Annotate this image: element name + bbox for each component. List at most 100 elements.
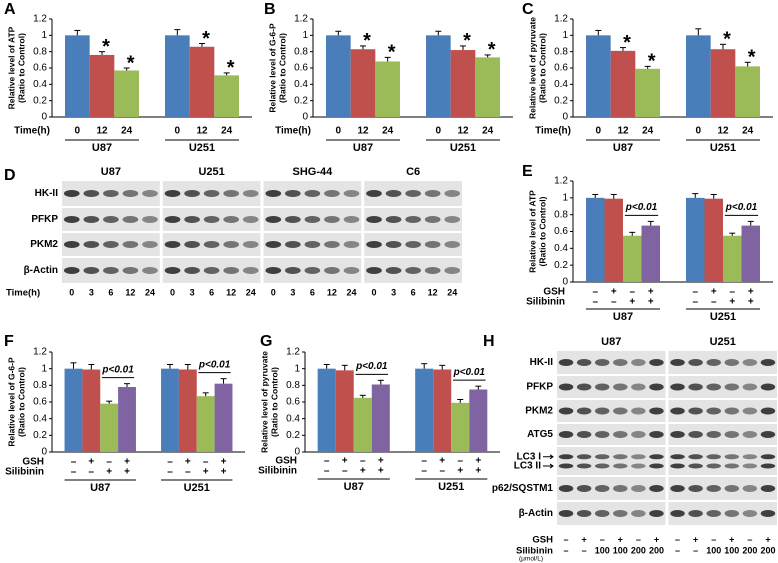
row-value: +: [648, 297, 654, 308]
row-value: +: [648, 287, 654, 298]
blot-band: [760, 454, 776, 460]
blot-band: [670, 463, 685, 469]
blot-strip: [668, 477, 777, 500]
bar: [100, 403, 119, 452]
bar: [433, 369, 452, 452]
cell-line-label: U87: [101, 166, 121, 178]
lane-label: 6: [411, 287, 416, 297]
blot-band: [385, 267, 402, 274]
lane-label: 100: [706, 545, 721, 555]
blot-band: [706, 359, 721, 366]
lane-label: 3: [290, 287, 295, 297]
blot-band: [742, 463, 758, 469]
blot-band: [242, 267, 259, 274]
bar: [65, 35, 90, 118]
lane-label: 0: [271, 287, 276, 297]
bar: [451, 402, 470, 452]
row-label: Time(h): [535, 126, 571, 137]
bar: [196, 396, 215, 452]
row-value: 24: [642, 126, 654, 137]
bar: [686, 35, 711, 118]
row-value: –: [692, 297, 698, 308]
blot-band: [242, 190, 259, 197]
y-tick-label: 0.6: [33, 397, 47, 408]
lane-label: –: [564, 545, 569, 555]
row-value: +: [124, 457, 130, 468]
row-label: Silibinin: [258, 466, 297, 477]
panel-label: C: [522, 1, 534, 18]
blot-band: [366, 190, 382, 197]
row-value: 24: [742, 126, 754, 137]
y-tick-label: 1: [41, 30, 47, 41]
y-tick-label: 0: [302, 112, 308, 123]
row-value: +: [475, 456, 481, 467]
y-tick-label: 0.2: [554, 260, 568, 271]
blot-band: [688, 431, 703, 438]
lane-row-label: Time(h): [6, 288, 40, 299]
row-value: +: [439, 456, 445, 467]
blot-band: [594, 431, 610, 438]
y-tick-label: 1: [562, 30, 568, 41]
bar: [415, 368, 434, 452]
protein-label: HK-II: [530, 357, 554, 368]
row-value: +: [611, 287, 617, 298]
protein-label: PFKP: [526, 382, 553, 393]
protein-label: PKM2: [30, 239, 58, 250]
blot-band: [613, 431, 628, 438]
blot-band: [724, 510, 740, 517]
y-axis-label: Relative level of ATP: [6, 26, 16, 109]
significance-mark: *: [363, 30, 371, 52]
bar: [469, 389, 488, 452]
row-value: +: [378, 466, 384, 477]
lane-row-label: GSH: [532, 535, 553, 546]
row-value: +: [221, 457, 227, 468]
y-tick-label: 1.2: [554, 176, 568, 187]
y-tick-label: 0: [41, 447, 47, 458]
blot-band: [706, 463, 721, 469]
blot-band: [594, 454, 610, 460]
blot-band: [304, 216, 321, 223]
cell-line-label: U251: [198, 166, 224, 178]
blot-band: [724, 383, 740, 391]
bar: [353, 397, 372, 452]
row-value: +: [203, 467, 209, 478]
row-value: 24: [221, 126, 233, 137]
blot-band: [742, 510, 758, 517]
blot-band: [649, 359, 664, 366]
blot-band: [576, 431, 592, 438]
blot-band: [742, 359, 758, 366]
blot-band: [594, 383, 610, 391]
bar: [89, 54, 115, 117]
blot-band: [405, 216, 421, 223]
bar: [214, 75, 239, 117]
blot-band: [103, 190, 119, 197]
blot-band: [424, 190, 441, 197]
blot-band: [83, 267, 100, 274]
y-tick-label: 0.8: [33, 380, 47, 391]
lane-label: –: [600, 534, 605, 544]
group-label: U251: [189, 142, 215, 154]
blot-band: [724, 407, 740, 415]
blot-band: [576, 359, 592, 366]
bar: [317, 368, 336, 452]
bar: [604, 198, 623, 282]
blot-band: [576, 383, 592, 391]
lane-label: 12: [125, 287, 135, 297]
significance-mark: *: [202, 28, 210, 50]
blot-band: [343, 267, 360, 274]
blot-band: [184, 190, 200, 197]
y-tick-label: 1: [294, 363, 300, 374]
y-tick-label: 0: [41, 112, 47, 123]
row-value: –: [89, 467, 95, 478]
blot-band: [576, 510, 592, 517]
blot-band: [760, 485, 776, 492]
row-value: +: [88, 457, 94, 468]
y-tick-label: 0.6: [554, 63, 568, 74]
y-tick-label: 0.4: [554, 79, 568, 90]
blot-band: [613, 383, 628, 391]
lane-label: +: [618, 534, 623, 544]
blot-band: [164, 241, 181, 248]
cell-line-label: U87: [601, 336, 621, 348]
protein-label: LC3 I: [517, 451, 542, 462]
bar: [82, 369, 101, 452]
